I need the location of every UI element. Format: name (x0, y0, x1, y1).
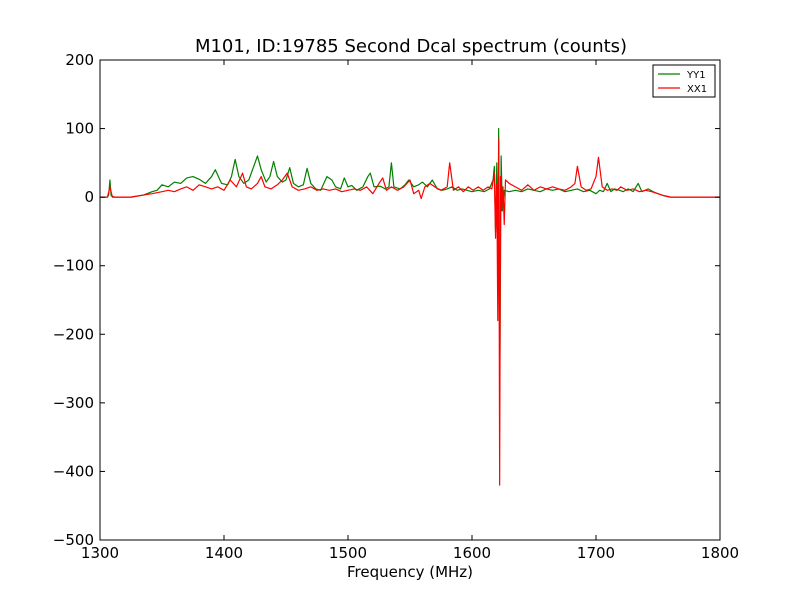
plot-border (99, 59, 721, 541)
x-tick-label: 1500 (329, 544, 367, 562)
y-tick-label: −100 (53, 257, 94, 275)
series-line-yy1 (100, 127, 720, 363)
series-layer (100, 127, 720, 486)
legend-box (652, 64, 716, 98)
series-line-xx1 (100, 138, 720, 486)
ticks-layer: 1300 1400 1500 1600 1700 1800 −500 −400 −300 −200… (53, 51, 739, 562)
x-tick-label: 1400 (205, 544, 243, 562)
y-tick-label: −200 (53, 325, 94, 343)
legend-label-yy1: YY1 (686, 70, 706, 81)
plot-area: 1300 1400 1500 1600 1700 1800 −500 −400 −300 −200… (53, 51, 739, 562)
x-tick-label: 1300 (81, 544, 119, 562)
legend-label-xx1: XX1 (687, 84, 707, 95)
x-tick-label: 1800 (701, 544, 739, 562)
x-tick-label: 1700 (577, 544, 615, 562)
y-tick-label: −300 (53, 394, 94, 412)
y-tick-label: 0 (84, 188, 94, 206)
y-tick-label: −500 (53, 531, 94, 549)
x-tick-label: 1600 (453, 544, 491, 562)
y-tick-label: 100 (65, 120, 94, 138)
chart-title: M101, ID:19785 Second Dcal spectrum (cou… (195, 36, 627, 57)
y-tick-label: 200 (65, 51, 94, 69)
y-tick-label: −400 (53, 462, 94, 480)
x-axis-label: Frequency (MHz) (347, 563, 473, 581)
plot-frame (100, 60, 720, 540)
